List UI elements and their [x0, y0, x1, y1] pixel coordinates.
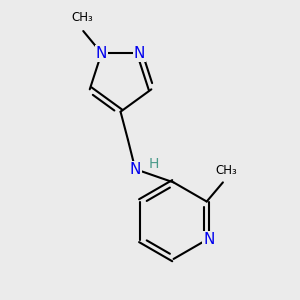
Text: N: N: [134, 46, 145, 61]
Text: CH₃: CH₃: [71, 11, 93, 24]
Text: N: N: [96, 46, 107, 61]
Text: CH₃: CH₃: [215, 164, 237, 177]
Text: H: H: [148, 157, 159, 171]
Text: N: N: [203, 232, 215, 247]
Text: N: N: [130, 162, 141, 177]
